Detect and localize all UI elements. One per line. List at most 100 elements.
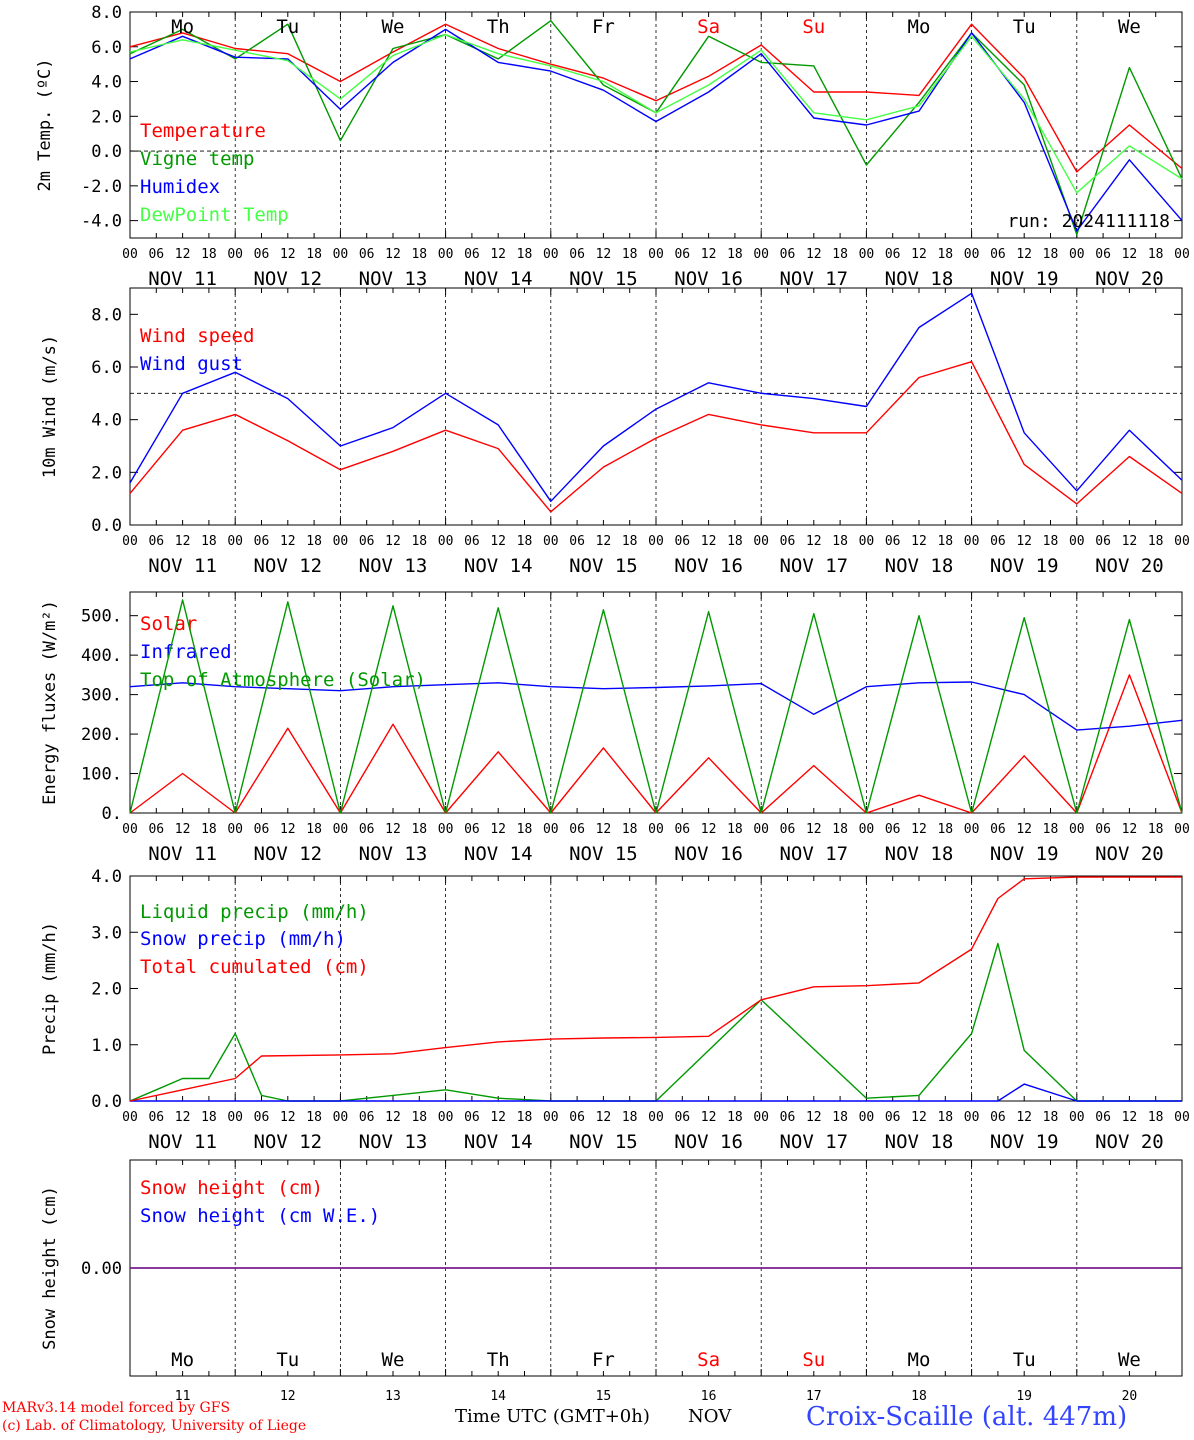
- y-tick-label: 2.0: [91, 107, 122, 127]
- hour-label: 00: [333, 534, 349, 549]
- hour-label: 00: [122, 534, 138, 549]
- hour-label: 00: [1174, 1110, 1190, 1125]
- hour-label: 06: [464, 247, 480, 262]
- hour-label: 00: [753, 822, 769, 837]
- hour-label: 00: [1069, 534, 1085, 549]
- hour-label: 12: [1122, 247, 1138, 262]
- hour-label: 06: [674, 247, 690, 262]
- panel-3: 0. 100. 200. 300. 400. 500. Energy fluxes (W/m…: [40, 591, 1190, 865]
- day-number-label: 13: [385, 1389, 401, 1404]
- day-number-label: 11: [175, 1389, 191, 1404]
- date-label: NOV 17: [779, 268, 848, 290]
- hour-label: 12: [385, 1110, 401, 1125]
- hour-label: 00: [438, 247, 454, 262]
- y-tick-label: 0.: [102, 804, 122, 824]
- hour-label: 18: [201, 1110, 217, 1125]
- day-number-label: 12: [280, 1389, 296, 1404]
- date-label: NOV 16: [674, 1131, 743, 1153]
- hour-label: 18: [832, 247, 848, 262]
- hour-label: 18: [1148, 822, 1164, 837]
- y-tick-label: 6.0: [91, 358, 122, 378]
- hour-label: 00: [648, 534, 664, 549]
- hour-label: 00: [227, 822, 243, 837]
- date-label: NOV 18: [885, 555, 954, 577]
- hour-label: 18: [517, 534, 533, 549]
- hour-label: 06: [359, 822, 375, 837]
- hour-label: 12: [175, 1110, 191, 1125]
- legend-entry: DewPoint Temp: [140, 204, 289, 226]
- hour-label: 12: [490, 534, 506, 549]
- hour-label: 00: [648, 822, 664, 837]
- hour-label: 18: [1148, 247, 1164, 262]
- weekday-label: We: [1118, 16, 1141, 38]
- y-axis-label: Precip (mm/h): [40, 922, 60, 1055]
- hour-label: 00: [964, 822, 980, 837]
- hour-label: 12: [911, 822, 927, 837]
- weekday-label: We: [382, 16, 405, 38]
- y-tick-label: 200.: [81, 725, 122, 745]
- weekday-label: Mo: [171, 16, 194, 38]
- hour-label: 00: [227, 534, 243, 549]
- series-line: [129, 33, 1183, 194]
- date-label: NOV 16: [674, 268, 743, 290]
- y-tick-label: 4.0: [91, 73, 122, 93]
- date-label: NOV 15: [569, 268, 638, 290]
- hour-label: 18: [306, 247, 322, 262]
- y-tick-label: 6.0: [91, 38, 122, 58]
- hour-label: 12: [701, 1110, 717, 1125]
- hour-label: 18: [832, 1110, 848, 1125]
- panel-5: 0.00 Snow height (cm) Snow height (cm) Snow…: [40, 1159, 1183, 1404]
- hour-label: 18: [832, 534, 848, 549]
- hour-label: 18: [937, 1110, 953, 1125]
- hour-label: 12: [280, 534, 296, 549]
- hour-label: 06: [254, 1110, 270, 1125]
- hour-label: 18: [517, 822, 533, 837]
- weekday-label: We: [1118, 1349, 1141, 1371]
- hour-label: 00: [333, 822, 349, 837]
- hour-label: 06: [464, 534, 480, 549]
- hour-label: 06: [1095, 247, 1111, 262]
- hour-label: 12: [280, 822, 296, 837]
- y-axis-label: Snow height (cm): [40, 1186, 60, 1350]
- y-tick-label: 100.: [81, 765, 122, 785]
- hour-label: 18: [411, 1110, 427, 1125]
- y-tick-label: 4.0: [91, 867, 122, 887]
- date-label: NOV 20: [1095, 843, 1164, 865]
- hour-label: 18: [832, 822, 848, 837]
- hour-label: 00: [438, 534, 454, 549]
- legend-entry: Infrared: [140, 641, 232, 663]
- hour-label: 00: [333, 1110, 349, 1125]
- day-number-label: 19: [1016, 1389, 1032, 1404]
- weekday-label: Fr: [592, 16, 615, 38]
- date-label: NOV 15: [569, 555, 638, 577]
- date-label: NOV 19: [990, 555, 1059, 577]
- hour-label: 06: [780, 534, 796, 549]
- hour-label: 00: [122, 822, 138, 837]
- hour-label: 06: [1095, 1110, 1111, 1125]
- hour-label: 06: [359, 1110, 375, 1125]
- hour-label: 18: [306, 1110, 322, 1125]
- hour-label: 06: [1095, 822, 1111, 837]
- hour-label: 12: [911, 247, 927, 262]
- hour-label: 06: [990, 534, 1006, 549]
- hour-label: 12: [596, 247, 612, 262]
- date-label: NOV 20: [1095, 555, 1164, 577]
- date-label: NOV 14: [464, 1131, 533, 1153]
- hour-label: 06: [569, 822, 585, 837]
- weekday-label: Mo: [908, 16, 931, 38]
- date-label: NOV 11: [148, 1131, 217, 1153]
- date-label: NOV 19: [990, 268, 1059, 290]
- legend-entry: Solar: [140, 613, 197, 635]
- weekday-label: Mo: [171, 1349, 194, 1371]
- hour-label: 18: [937, 534, 953, 549]
- legend-entry: Top of Atmosphere (Solar): [140, 669, 426, 691]
- hour-label: 18: [201, 822, 217, 837]
- hour-label: 18: [411, 822, 427, 837]
- hour-label: 00: [1069, 247, 1085, 262]
- hour-label: 12: [806, 247, 822, 262]
- hour-label: 00: [1174, 534, 1190, 549]
- hour-label: 18: [727, 534, 743, 549]
- hour-label: 00: [964, 247, 980, 262]
- hour-label: 12: [1122, 1110, 1138, 1125]
- hour-label: 12: [280, 247, 296, 262]
